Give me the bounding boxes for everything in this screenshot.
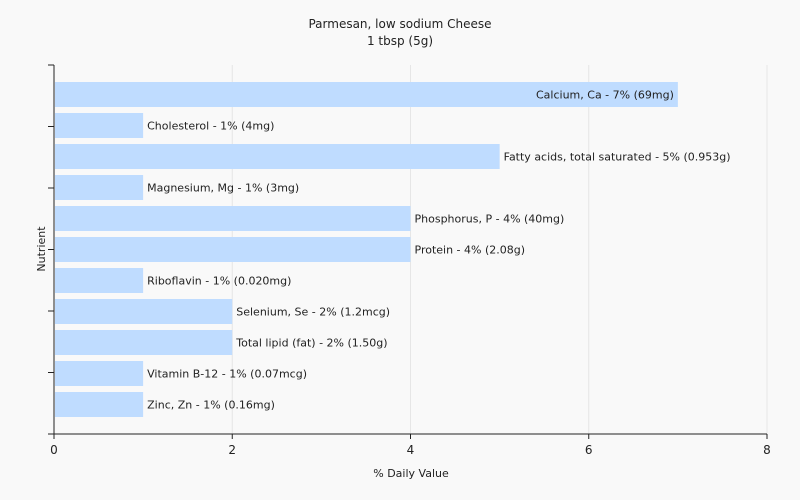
x-tick-label: 0 <box>50 443 58 457</box>
y-axis-label: Nutrient <box>35 226 48 272</box>
chart-subtitle: 1 tbsp (5g) <box>367 34 433 48</box>
bar <box>55 299 233 324</box>
bar-labels: Calcium, Ca - 7% (69mg) Cholesterol - 1% … <box>147 89 730 412</box>
bar-label: Magnesium, Mg - 1% (3mg) <box>147 182 299 195</box>
bar <box>55 206 411 231</box>
chart-title: Parmesan, low sodium Cheese <box>308 17 491 31</box>
x-tick-label: 4 <box>407 443 415 457</box>
bar <box>55 113 144 138</box>
bar <box>55 82 678 107</box>
bar-label: Calcium, Ca - 7% (69mg) <box>536 89 674 102</box>
bar-label: Protein - 4% (2.08g) <box>415 244 526 257</box>
bar-label: Selenium, Se - 2% (1.2mcg) <box>236 306 390 319</box>
x-axis-ticks: 0 2 4 6 8 <box>50 434 771 457</box>
bar-label: Fatty acids, total saturated - 5% (0.953… <box>504 151 731 164</box>
bar-label: Phosphorus, P - 4% (40mg) <box>415 213 565 226</box>
bar <box>55 330 233 355</box>
bar-label: Total lipid (fat) - 2% (1.50g) <box>235 337 387 350</box>
bar-label: Cholesterol - 1% (4mg) <box>147 120 274 133</box>
bar <box>55 361 144 386</box>
bar <box>55 268 144 293</box>
bar <box>55 175 144 200</box>
bar <box>55 392 144 417</box>
x-tick-label: 6 <box>585 443 593 457</box>
x-tick-label: 2 <box>228 443 236 457</box>
x-tick-label: 8 <box>763 443 771 457</box>
bar <box>55 237 411 262</box>
bar-label: Vitamin B-12 - 1% (0.07mcg) <box>147 368 307 381</box>
bar-label: Riboflavin - 1% (0.020mg) <box>147 275 291 288</box>
bars <box>55 82 678 417</box>
x-axis-label: % Daily Value <box>373 467 449 480</box>
bar-label: Zinc, Zn - 1% (0.16mg) <box>147 399 275 412</box>
bar <box>55 144 500 169</box>
